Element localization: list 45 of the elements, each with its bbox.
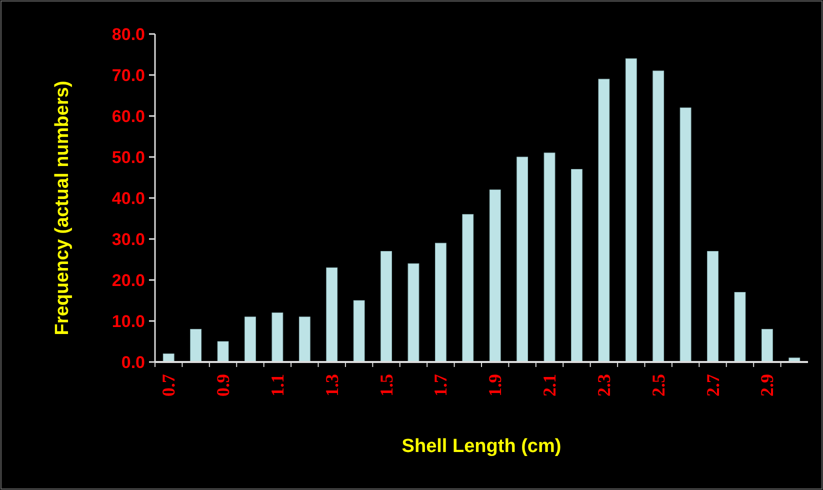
x-tick-label: 2.7 [702, 374, 723, 396]
x-tick-label: 0.9 [213, 374, 234, 396]
bar [680, 108, 692, 362]
x-tick-label: 1.7 [430, 374, 451, 396]
bar [353, 300, 365, 362]
bar [326, 267, 338, 362]
y-tick-label: 20.0 [112, 270, 145, 290]
bar [571, 169, 582, 362]
bar [462, 214, 474, 362]
bar [272, 312, 284, 362]
x-tick-label: 2.1 [540, 374, 560, 396]
y-tick-label: 80.0 [112, 24, 145, 44]
x-tick-label: 1.9 [485, 374, 506, 396]
bar [380, 251, 392, 362]
x-axis-title: Shell Length (cm) [402, 436, 562, 457]
y-axis-title: Frequency (actual numbers) [52, 80, 73, 336]
bar [244, 316, 256, 362]
bar [707, 251, 718, 362]
y-tick-label: 30.0 [112, 230, 145, 249]
bar [217, 341, 229, 362]
bar [434, 242, 446, 362]
x-tick-label: 1.5 [376, 374, 396, 396]
x-tick-label: 2.5 [648, 374, 668, 396]
y-tick-label: 50.0 [112, 148, 145, 167]
x-tick-label: 2.3 [594, 374, 614, 396]
x-tick-label: 0.7 [158, 374, 179, 396]
bar [761, 328, 773, 362]
bar [625, 58, 637, 362]
x-tick-label: 1.3 [322, 374, 342, 396]
bar [652, 70, 664, 362]
bar [298, 316, 310, 362]
bar [408, 263, 420, 362]
y-tick-label: 60.0 [112, 106, 145, 126]
y-tick-label: 0.0 [121, 352, 145, 372]
bar [544, 152, 556, 362]
bar [598, 78, 610, 362]
y-tick-label: 10.0 [112, 312, 145, 331]
y-tick-label: 70.0 [112, 66, 145, 85]
bar [734, 292, 746, 362]
bar [516, 156, 528, 362]
x-tick-label: 2.9 [757, 374, 778, 396]
bar [190, 328, 202, 362]
y-tick-label: 40.0 [112, 188, 145, 208]
bar [489, 190, 501, 362]
x-tick-label: 1.1 [267, 374, 288, 396]
